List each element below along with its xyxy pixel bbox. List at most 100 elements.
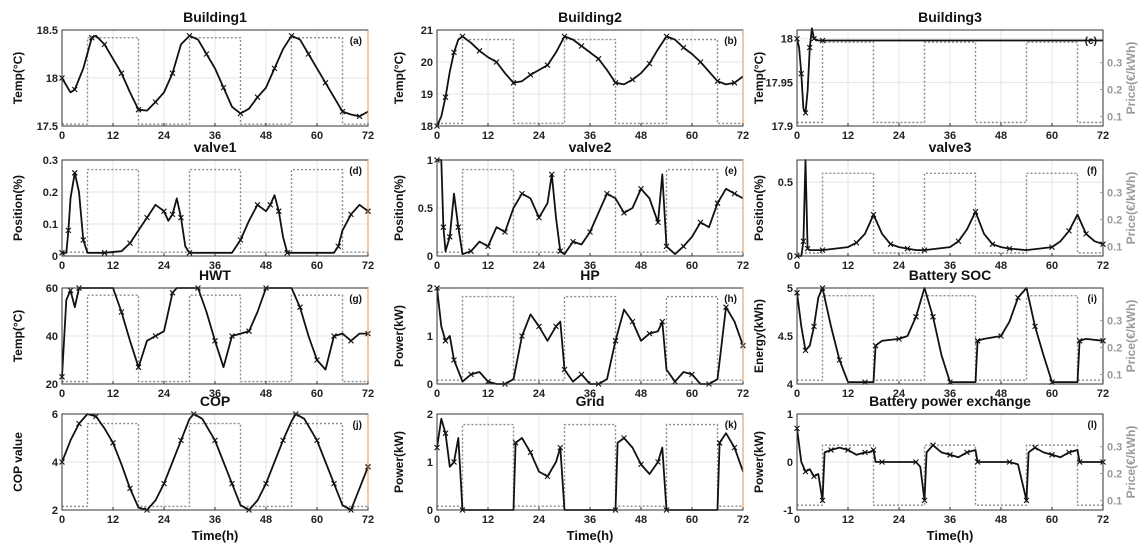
- y2-tick-label: 0.3: [1107, 442, 1122, 454]
- data-point: [646, 60, 653, 67]
- data-point: [485, 243, 491, 250]
- data-point: [638, 461, 644, 468]
- y-tick-label: -1: [783, 505, 793, 517]
- data-point: [127, 240, 133, 247]
- x-tick-label: 48: [995, 130, 1007, 142]
- x-tick-label: 12: [107, 514, 119, 526]
- x-tick-label: 72: [1097, 388, 1109, 400]
- data-point: [921, 247, 928, 253]
- data-point: [519, 333, 525, 339]
- y-axis-label: Temp(°C): [11, 52, 25, 105]
- series-line: [61, 34, 369, 118]
- data-point: [152, 333, 159, 339]
- x-tick-label: 0: [59, 388, 65, 400]
- x-tick-label: 24: [893, 388, 906, 400]
- y2-tick-label: 0.1: [1107, 369, 1122, 381]
- panel-title: valve3: [929, 139, 972, 155]
- data-point: [280, 437, 286, 444]
- x-tick-label: 12: [482, 514, 494, 526]
- x-tick-label: 24: [158, 130, 171, 142]
- data-point: [870, 211, 877, 218]
- data-point: [348, 337, 354, 344]
- data-point: [519, 190, 525, 197]
- y-tick-label: 1: [427, 457, 433, 469]
- data-point: [629, 318, 636, 325]
- data-point: [887, 241, 894, 248]
- data-point: [561, 366, 568, 373]
- data-point: [451, 357, 457, 363]
- y-axis-label: Energy(kWh): [752, 299, 766, 373]
- y-tick-label: 0: [427, 505, 433, 517]
- y-tick-label: 20: [46, 379, 58, 391]
- data-point: [731, 444, 738, 451]
- data-point: [1076, 459, 1083, 465]
- data-point: [527, 71, 534, 78]
- data-point: [339, 108, 346, 115]
- y-tick-label: 4.5: [778, 331, 793, 343]
- x-tick-label: 48: [995, 514, 1007, 526]
- panel-label: (h): [724, 294, 737, 305]
- y2-tick-label: 0.1: [1107, 241, 1122, 253]
- x-axis-label: Time(h): [192, 528, 239, 543]
- x-tick-label: 60: [311, 130, 323, 142]
- data-point: [178, 437, 184, 444]
- y-tick-label: 19: [421, 89, 433, 101]
- data-point: [913, 313, 919, 320]
- x-tick-label: 24: [533, 514, 546, 526]
- x-tick-label: 12: [842, 514, 854, 526]
- data-point: [553, 323, 559, 330]
- data-point: [800, 238, 807, 245]
- y-tick-label: 1: [427, 331, 433, 343]
- data-point: [502, 229, 508, 235]
- data-point: [621, 209, 627, 216]
- data-point: [536, 323, 542, 330]
- data-point: [254, 94, 261, 101]
- price-line: [437, 295, 743, 381]
- y2-axis-label: Price(€/kWh): [1124, 172, 1138, 245]
- data-point: [254, 201, 261, 208]
- data-point: [731, 79, 738, 86]
- data-point: [71, 86, 78, 93]
- price-line: [797, 41, 1103, 124]
- data-point: [819, 37, 826, 44]
- data-point: [71, 169, 78, 176]
- x-tick-label: 48: [260, 388, 272, 400]
- data-point: [348, 211, 354, 218]
- data-point: [331, 333, 337, 339]
- data-point: [1015, 294, 1021, 301]
- x-tick-label: 48: [635, 260, 647, 272]
- panel-b: 0 12 24 36 48 60 72 18 19 20 21 Building2 (b) Temp(°C…: [392, 9, 749, 142]
- data-point: [845, 447, 851, 453]
- y-tick-label: 0: [427, 251, 433, 263]
- y-tick-label: 0.3: [43, 155, 58, 167]
- data-point: [275, 208, 282, 215]
- data-point: [811, 323, 817, 330]
- panel-label: (f): [1087, 166, 1097, 177]
- x-tick-label: 36: [584, 130, 596, 142]
- data-point: [335, 243, 342, 250]
- panel-label: (k): [725, 420, 737, 431]
- data-point: [548, 171, 555, 178]
- price-line: [437, 423, 743, 507]
- data-point: [127, 485, 133, 492]
- y2-tick-label: 0.3: [1107, 188, 1122, 200]
- data-point: [913, 459, 919, 465]
- price-line: [437, 38, 743, 125]
- data-point: [110, 439, 116, 446]
- data-point: [229, 333, 235, 339]
- data-point: [972, 208, 979, 215]
- panel-title: Building1: [183, 9, 247, 25]
- data-point: [118, 309, 125, 315]
- y-tick-label: 21: [421, 25, 433, 37]
- y2-tick-label: 0.2: [1107, 215, 1122, 227]
- data-point: [989, 241, 996, 248]
- x-tick-label: 36: [209, 130, 221, 142]
- data-point: [451, 459, 457, 465]
- data-point: [237, 110, 244, 117]
- x-tick-label: 60: [686, 514, 698, 526]
- data-point: [80, 237, 87, 243]
- x-axis-label: Time(h): [567, 528, 614, 543]
- data-point: [544, 473, 551, 480]
- x-tick-label: 24: [158, 388, 171, 400]
